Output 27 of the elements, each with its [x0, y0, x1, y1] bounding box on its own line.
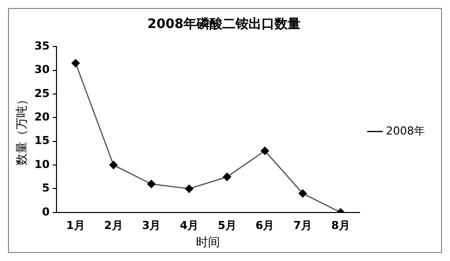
y-tick-label: 10: [34, 158, 50, 171]
x-tick-label: 4月: [180, 218, 199, 232]
x-tick-label: 1月: [66, 218, 85, 232]
point: [185, 184, 194, 193]
y-tick-label: 30: [34, 63, 50, 76]
y-tick-label: 5: [42, 182, 50, 195]
y-tick-label: 25: [34, 86, 50, 100]
point: [109, 160, 118, 170]
x-tick-label: 5月: [218, 218, 236, 232]
x-tick-label: 3月: [142, 218, 161, 232]
x-tick-label: 7月: [293, 218, 312, 232]
x-tick-label: 6月: [256, 218, 274, 232]
x-tick-label: 8月: [331, 218, 350, 232]
point: [72, 59, 80, 68]
y-axis-title: 数量（万吨）: [14, 94, 28, 166]
point: [260, 146, 269, 155]
y-tick-label: 20: [34, 110, 50, 124]
x-tick-label: 2月: [104, 218, 123, 232]
point: [147, 180, 156, 188]
y-tick-label: 15: [34, 134, 50, 148]
chart-title: 2008年磷酸二铵出口数量: [147, 16, 301, 32]
y-tick-label: 0: [42, 205, 50, 218]
point: [298, 189, 307, 198]
legend-label: 2008年: [386, 124, 426, 138]
point: [222, 172, 232, 181]
x-axis-title: 时间: [196, 234, 220, 249]
y-tick-label: 35: [34, 39, 50, 52]
